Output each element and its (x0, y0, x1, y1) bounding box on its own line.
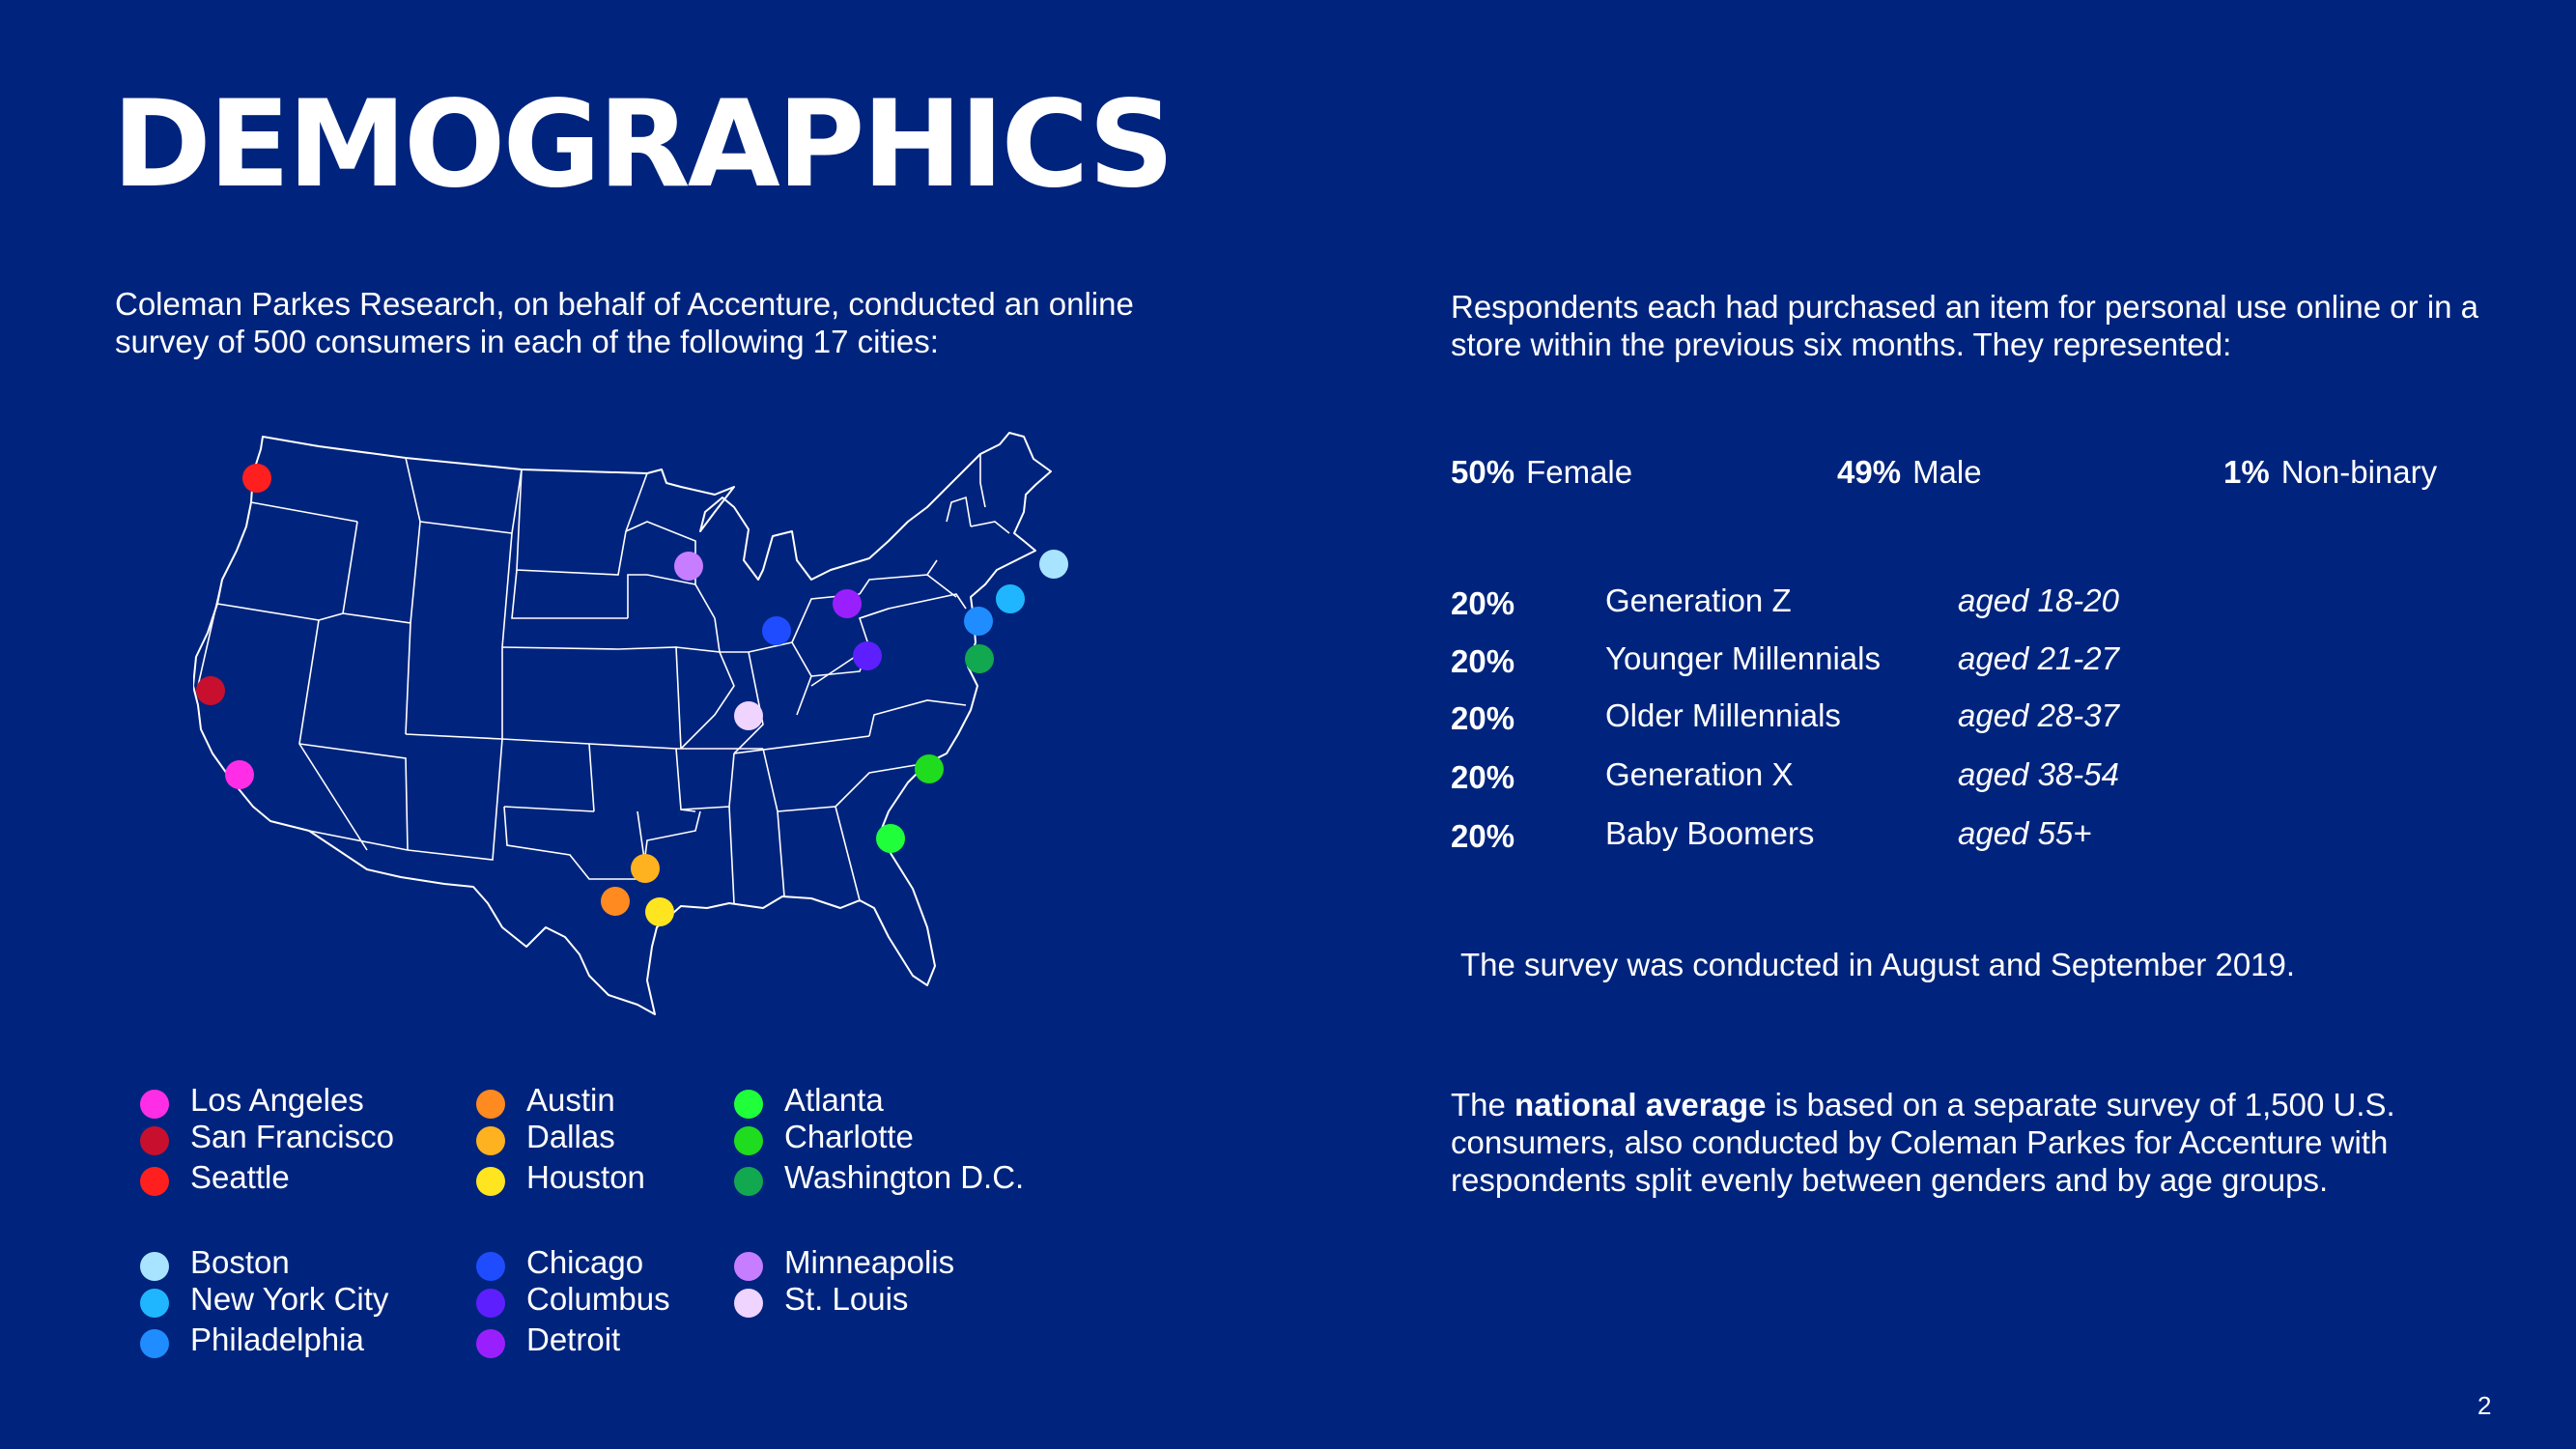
legend-label: New York City (190, 1281, 389, 1317)
legend-label: Columbus (526, 1281, 670, 1317)
age-group-name: Generation X (1605, 756, 1794, 792)
city-marker-charlotte (915, 754, 944, 783)
legend-dot (734, 1126, 763, 1155)
city-marker-chicago (762, 616, 791, 645)
legend-dot (476, 1252, 505, 1281)
age-group-name: Younger Millennials (1605, 640, 1881, 676)
city-marker-columbus (853, 641, 882, 670)
legend-dot (140, 1329, 169, 1358)
page-title: DEMOGRAPHICS (112, 75, 1175, 214)
gender-label: Female (1526, 454, 1633, 490)
national-prefix: The (1451, 1087, 1515, 1122)
city-marker-minneapolis (674, 552, 703, 581)
us-map (193, 432, 1068, 1015)
us-map-outline (193, 432, 1052, 1015)
gender-pct: 1% (2223, 454, 2270, 490)
age-range: aged 38-54 (1958, 756, 2119, 792)
legend-label: Boston (190, 1244, 290, 1280)
city-marker-dallas (631, 854, 660, 883)
age-group-name: Older Millennials (1605, 697, 1841, 733)
legend-dot (140, 1252, 169, 1281)
legend-dot (476, 1090, 505, 1119)
age-group-name: Generation Z (1605, 582, 1792, 618)
city-marker-st-louis (734, 701, 763, 730)
national-average-text: The national average is based on a separ… (1451, 1086, 2417, 1199)
legend-label: San Francisco (190, 1119, 394, 1154)
legend-dot (140, 1090, 169, 1119)
city-marker-new-york-city (996, 584, 1025, 613)
legend-label: Washington D.C. (784, 1159, 1025, 1195)
gender-nonbinary: 1% Non-binary (2223, 454, 2437, 491)
page-number: 2 (2477, 1391, 2492, 1420)
legend-label: Minneapolis (784, 1244, 955, 1280)
legend-label: Seattle (190, 1159, 290, 1195)
legend-label: Houston (526, 1159, 645, 1195)
legend-dot (140, 1289, 169, 1318)
national-bold: national average (1514, 1087, 1767, 1122)
city-marker-los-angeles (225, 760, 254, 789)
legend-dot (476, 1329, 505, 1358)
national-suffix: is based on a separate survey of 1,500 U… (1451, 1087, 2395, 1198)
legend-dot (476, 1167, 505, 1196)
age-range: aged 55+ (1958, 815, 2092, 851)
gender-label: Non-binary (2280, 454, 2438, 490)
age-range: aged 18-20 (1958, 582, 2119, 618)
age-pct: 20% (1451, 700, 1515, 736)
age-pct: 20% (1451, 585, 1515, 621)
city-marker-boston (1039, 550, 1068, 579)
city-marker-austin (601, 887, 630, 916)
legend-label: Atlanta (784, 1082, 884, 1118)
legend-dot (476, 1289, 505, 1318)
legend-label: Dallas (526, 1119, 615, 1154)
legend-label: St. Louis (784, 1281, 909, 1317)
gender-female: 50% Female (1451, 454, 1632, 491)
city-marker-houston (645, 897, 674, 926)
legend-label: Detroit (526, 1321, 621, 1357)
state-borders (197, 454, 1010, 904)
legend-dot (734, 1252, 763, 1281)
city-marker-seattle (242, 464, 271, 493)
legend-dot (140, 1126, 169, 1155)
legend-dot (476, 1126, 505, 1155)
city-marker-atlanta (876, 824, 905, 853)
legend-dot (734, 1090, 763, 1119)
legend-label: Chicago (526, 1244, 644, 1280)
legend-label: Los Angeles (190, 1082, 364, 1118)
legend-label: Philadelphia (190, 1321, 364, 1357)
city-marker-detroit (833, 589, 862, 618)
survey-date-text: The survey was conducted in August and S… (1460, 947, 2296, 982)
gender-male: 49% Male (1837, 454, 1982, 491)
legend-dot (734, 1167, 763, 1196)
city-marker-philadelphia (964, 607, 993, 636)
legend-dot (140, 1167, 169, 1196)
age-pct: 20% (1451, 643, 1515, 679)
city-marker-washington-d-c (965, 644, 994, 673)
gender-pct: 50% (1451, 454, 1515, 490)
age-group-name: Baby Boomers (1605, 815, 1815, 851)
age-range: aged 21-27 (1958, 640, 2119, 676)
city-markers (196, 464, 1068, 926)
age-pct: 20% (1451, 759, 1515, 795)
legend-label: Austin (526, 1082, 615, 1118)
intro-text: Coleman Parkes Research, on behalf of Ac… (115, 286, 1134, 359)
legend-dot (734, 1289, 763, 1318)
legend-label: Charlotte (784, 1119, 914, 1154)
age-range: aged 28-37 (1958, 697, 2119, 733)
age-pct: 20% (1451, 818, 1515, 854)
gender-pct: 49% (1837, 454, 1902, 490)
respondents-text: Respondents each had purchased an item f… (1451, 289, 2479, 362)
gender-label: Male (1912, 454, 1982, 490)
city-marker-san-francisco (196, 676, 225, 705)
